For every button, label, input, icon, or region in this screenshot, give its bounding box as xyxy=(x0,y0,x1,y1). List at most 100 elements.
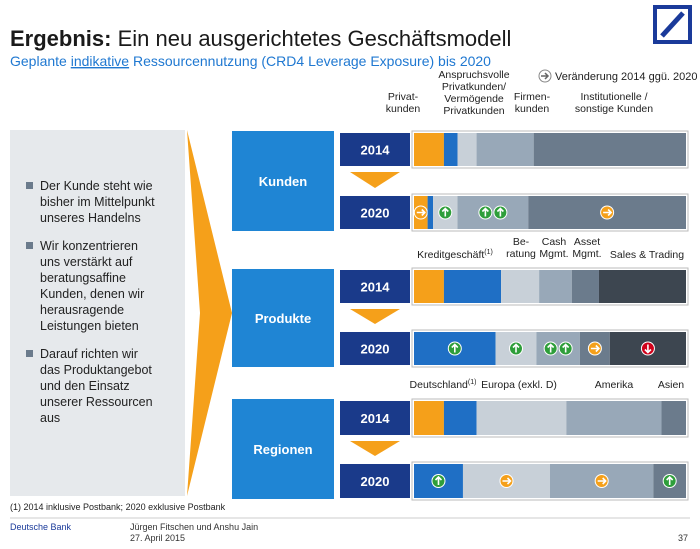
segment-label: Privat-kunden xyxy=(386,91,421,115)
section-box xyxy=(232,269,334,367)
bullet-text: Der Kunde steht wie xyxy=(40,179,153,193)
bar-segment xyxy=(443,133,458,166)
bar-segment xyxy=(443,401,477,435)
segment-label-sup: (1) xyxy=(484,249,493,256)
bullet-text: aus xyxy=(40,411,60,425)
bullet-text: uns verstärkt auf xyxy=(40,255,133,269)
segment-label-line: Cash xyxy=(542,236,567,248)
segment-label-line: kunden xyxy=(515,103,550,115)
bar-segment xyxy=(566,401,662,435)
segment-label-line: ratung xyxy=(506,248,536,260)
year-label: 2020 xyxy=(361,342,390,357)
segment-label-line: Privat- xyxy=(388,91,419,103)
bullet-text: herausragende xyxy=(40,303,124,317)
segment-label: Kreditgeschäft(1) xyxy=(417,249,493,261)
bar-segment xyxy=(457,196,529,229)
change-arrow xyxy=(481,207,489,217)
bullet-text: Wir konzentrieren xyxy=(40,239,138,253)
change-arrow xyxy=(434,475,443,485)
section-box xyxy=(232,399,334,499)
bar-segment xyxy=(536,332,580,365)
bullet-text: bisher im Mittelpunkt xyxy=(40,195,155,209)
segment-label-line: Amerika xyxy=(595,379,634,391)
down-marker xyxy=(350,309,400,324)
change-arrow xyxy=(502,477,512,485)
segment-label: Institutionelle / sonstige Kunden xyxy=(575,91,653,115)
year-label: 2014 xyxy=(361,411,391,426)
segment-label-line: Anspruchsvolle xyxy=(438,69,509,81)
change-arrow xyxy=(666,475,674,485)
segment-label-line: Institutionelle / xyxy=(580,91,647,103)
segment-label-line: Asset xyxy=(574,236,600,248)
segment-label-line: Privatkunden/ xyxy=(442,81,506,93)
change-arrow xyxy=(416,208,426,217)
bar-segment xyxy=(533,133,686,166)
year-box xyxy=(340,133,410,166)
bullet-text: und den Einsatz xyxy=(40,379,130,393)
segment-label-line: Europa (exkl. D) xyxy=(481,379,557,391)
segment-label: Be-ratung xyxy=(506,236,536,260)
segment-label: Amerika xyxy=(595,379,634,391)
bullet-marker xyxy=(26,182,33,189)
change-arrow xyxy=(597,477,607,485)
bar-segment xyxy=(571,270,599,303)
segment-label: Asset Mgmt. xyxy=(572,236,601,260)
bullet-text: beratungsaffine xyxy=(40,271,126,285)
year-box xyxy=(340,196,410,229)
segment-label-line: Deutschland xyxy=(410,379,469,391)
bullet-text: Kunden, denen wir xyxy=(40,287,144,301)
bar-segment xyxy=(414,401,444,435)
footer-company: Deutsche Bank xyxy=(10,522,72,532)
bar-segment xyxy=(501,270,540,303)
bullet-panel xyxy=(10,130,185,496)
bullet-text: unserer Ressourcen xyxy=(40,395,153,409)
bullet-text: das Produktangebot xyxy=(40,363,152,377)
change-arrow xyxy=(603,208,613,217)
segment-label-line: Mgmt. xyxy=(572,248,601,260)
bullet-text: Leistungen bieten xyxy=(40,319,139,333)
down-marker xyxy=(350,172,400,188)
legend-arrow xyxy=(541,72,550,80)
year-box xyxy=(340,270,410,303)
segment-label-line: Kreditgeschäft xyxy=(417,249,484,261)
segment-label-line: Vermögende xyxy=(444,93,504,105)
subtitle: Geplante indikative Ressourcennutzung (C… xyxy=(10,53,491,69)
section-name: Kunden xyxy=(259,174,307,189)
year-label: 2014 xyxy=(361,143,391,158)
segment-label: Sales & Trading xyxy=(610,249,684,261)
down-marker xyxy=(350,441,400,456)
segment-label: Anspruchsvolle Privatkunden/Vermögende Pri… xyxy=(438,69,509,117)
year-box xyxy=(340,464,410,498)
bullet-marker xyxy=(26,350,33,357)
bullet-text: Darauf richten wir xyxy=(40,347,138,361)
footer-page: 37 xyxy=(678,533,688,543)
section-name: Produkte xyxy=(255,311,311,326)
footnote: (1) 2014 inklusive Postbank; 2020 exklus… xyxy=(10,502,226,512)
segment-label: Deutschland(1) xyxy=(410,379,477,391)
segment-label-line: Privatkunden xyxy=(443,105,504,117)
title: Ergebnis: Ein neu ausgerichtetes Geschäf… xyxy=(10,26,511,51)
year-box xyxy=(340,401,410,435)
year-label: 2020 xyxy=(361,206,390,221)
segment-label-line: Firmen- xyxy=(514,91,551,103)
bar-segment xyxy=(661,401,686,435)
bar-segment xyxy=(414,133,444,166)
segment-label-line: Sales & Trading xyxy=(610,249,684,261)
change-arrow xyxy=(496,207,504,217)
bar-segment xyxy=(443,270,502,303)
bar-segment xyxy=(476,401,567,435)
segment-label: Europa (exkl. D) xyxy=(481,379,557,391)
segment-label-line: sonstige Kunden xyxy=(575,103,653,115)
bar-segment xyxy=(427,196,434,229)
year-label: 2020 xyxy=(361,474,390,489)
change-arrow xyxy=(441,207,449,217)
segment-label-line: Mgmt. xyxy=(539,248,568,260)
change-arrow xyxy=(451,343,459,353)
legend-text: Veränderung 2014 ggü. 2020 xyxy=(555,71,698,83)
section-name: Regionen xyxy=(253,442,312,457)
bar-segment xyxy=(598,270,686,303)
segment-label-line: Asien xyxy=(658,379,684,391)
segment-label-sup: (1) xyxy=(468,379,477,386)
section-box xyxy=(232,131,334,231)
